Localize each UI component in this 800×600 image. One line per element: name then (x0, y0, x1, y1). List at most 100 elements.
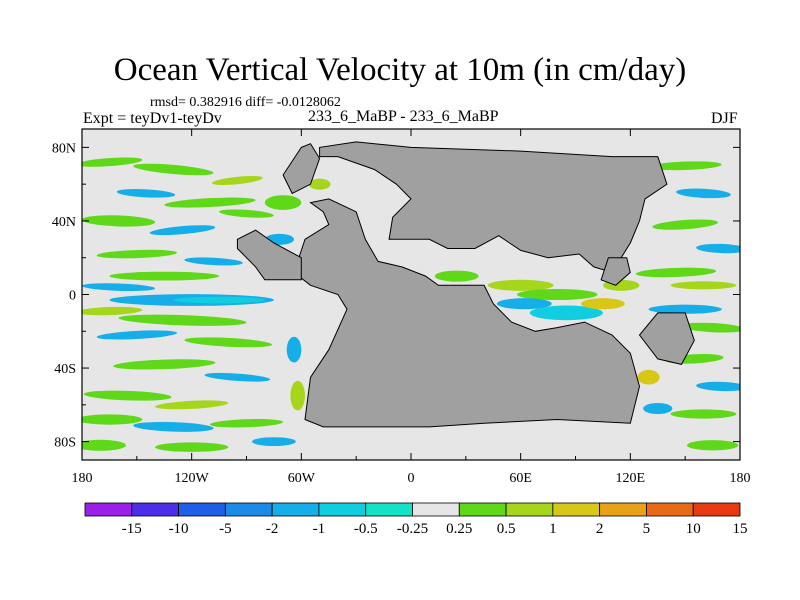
colorbar-label-5: -0.5 (354, 521, 378, 537)
anomaly-patch-43 (643, 402, 673, 415)
land-polygon-2 (293, 198, 641, 428)
land-polygon-3 (236, 229, 302, 281)
anomaly-patch-17 (184, 337, 273, 348)
anomaly-patch-25 (82, 439, 126, 451)
run-label: 233_6_MaBP - 233_6_MaBP (308, 108, 499, 125)
colorbar-swatch-12 (646, 502, 694, 517)
anomaly-patch-21 (155, 400, 229, 410)
anomaly-patch-52 (635, 267, 717, 278)
anomaly-patch-10 (109, 271, 220, 281)
anomaly-patch-48 (648, 161, 722, 171)
colorbar-label-4: -1 (313, 521, 326, 537)
land-mask (236, 141, 695, 428)
colorbar-swatch-4 (271, 502, 320, 517)
anomaly-patch-35 (434, 270, 479, 282)
anomaly-patch-42 (637, 369, 660, 385)
x-tick-label-5: 120E (616, 471, 646, 486)
colorbar-label-6: -0.25 (397, 521, 428, 537)
anomaly-patch-22 (82, 414, 143, 425)
anomaly-patch-4 (164, 197, 256, 208)
y-tick-label-0: 80N (52, 141, 76, 156)
chart-title: Ocean Vertical Velocity at 10m (in cm/da… (113, 52, 687, 88)
anomaly-patch-8 (96, 249, 178, 259)
anomaly-patch-53 (670, 281, 737, 290)
experiment-label: Expt = teyDv1-teyDv (83, 110, 222, 127)
anomaly-patch-37 (517, 288, 598, 301)
anomaly-patch-0 (82, 157, 143, 167)
x-tick-label-0: 180 (72, 471, 93, 486)
anomaly-patch-9 (184, 257, 243, 266)
x-tick-label-1: 120W (175, 471, 210, 486)
colorbar-swatch-6 (365, 502, 413, 517)
stats-text: rmsd= 0.382916 diff= -0.0128062 (150, 95, 341, 110)
colorbar-swatch-11 (599, 502, 647, 517)
anomaly-field (82, 157, 740, 452)
land-polygon-5 (638, 312, 695, 365)
anomaly-patch-30 (264, 195, 302, 210)
anomaly-patch-59 (686, 440, 739, 451)
land-polygon-1 (282, 143, 321, 195)
colorbar-label-9: 1 (549, 521, 557, 537)
anomaly-patch-1 (133, 163, 214, 176)
anomaly-patch-36 (487, 279, 554, 291)
colorbar-swatch-3 (224, 502, 273, 517)
x-tick-label-4: 60E (509, 471, 532, 486)
y-tick-label-1: 40N (52, 215, 76, 230)
anomaly-patch-49 (676, 188, 731, 199)
colorbar-label-7: 0.25 (446, 521, 472, 537)
anomaly-patch-20 (83, 390, 172, 401)
anomaly-patch-58 (670, 409, 737, 419)
colorbar-label-2: -5 (219, 521, 232, 537)
colorbar-swatch-0 (84, 502, 133, 517)
anomaly-patch-29 (286, 336, 302, 363)
y-tick-label-2: 0 (69, 289, 76, 304)
land-polygon-0 (319, 141, 668, 273)
x-tick-label-6: 180 (730, 471, 751, 486)
colorbar-swatch-1 (131, 502, 179, 517)
anomaly-patch-38 (496, 298, 552, 310)
colorbar-label-1: -10 (169, 521, 189, 537)
anomaly-patch-32 (308, 178, 331, 190)
colorbar-label-11: 5 (643, 521, 651, 537)
anomaly-patch-13 (173, 296, 265, 304)
anomaly-patch-14 (82, 306, 143, 316)
colorbar-label-0: -15 (122, 521, 142, 537)
colorbar-label-13: 15 (733, 521, 748, 537)
x-tick-label-2: 60W (288, 471, 316, 486)
anomaly-patch-11 (82, 283, 156, 292)
anomaly-patch-39 (529, 305, 603, 321)
anomaly-patch-18 (113, 359, 216, 370)
colorbar-label-3: -2 (266, 521, 279, 537)
anomaly-patch-6 (149, 225, 216, 236)
anomaly-patch-54 (648, 304, 722, 314)
anomaly-patch-27 (251, 437, 296, 447)
y-axis: 80N 40N 0 40S 80S (52, 141, 740, 451)
anomaly-patch-40 (580, 298, 625, 310)
y-tick-label-3: 40S (54, 362, 76, 377)
colorbar-swatch-10 (552, 502, 601, 517)
anomaly-patch-55 (679, 322, 740, 333)
colorbar-swatch-5 (318, 502, 367, 517)
anomaly-patch-28 (290, 380, 305, 411)
season-label: DJF (711, 110, 738, 127)
anomaly-patch-2 (211, 175, 263, 186)
anomaly-patch-50 (652, 219, 718, 230)
anomaly-patch-16 (96, 330, 177, 340)
colorbar-swatch-7 (412, 502, 460, 517)
anomaly-patch-24 (209, 418, 284, 428)
y-tick-label-4: 80S (54, 436, 76, 451)
colorbar-label-8: 0.5 (497, 521, 516, 537)
colorbar-label-12: 10 (686, 521, 701, 537)
colorbar-swatch-9 (505, 502, 554, 517)
colorbar-label-10: 2 (596, 521, 604, 537)
x-tick-label-3: 0 (408, 471, 415, 486)
anomaly-patch-57 (696, 381, 740, 392)
anomaly-patch-23 (133, 421, 214, 432)
anomaly-patch-19 (204, 372, 271, 382)
anomaly-patch-3 (116, 189, 176, 198)
colorbar-swatch-2 (178, 502, 226, 517)
colorbar-swatch-8 (458, 502, 507, 517)
anomaly-patch-7 (219, 209, 274, 218)
anomaly-patch-5 (82, 215, 156, 227)
